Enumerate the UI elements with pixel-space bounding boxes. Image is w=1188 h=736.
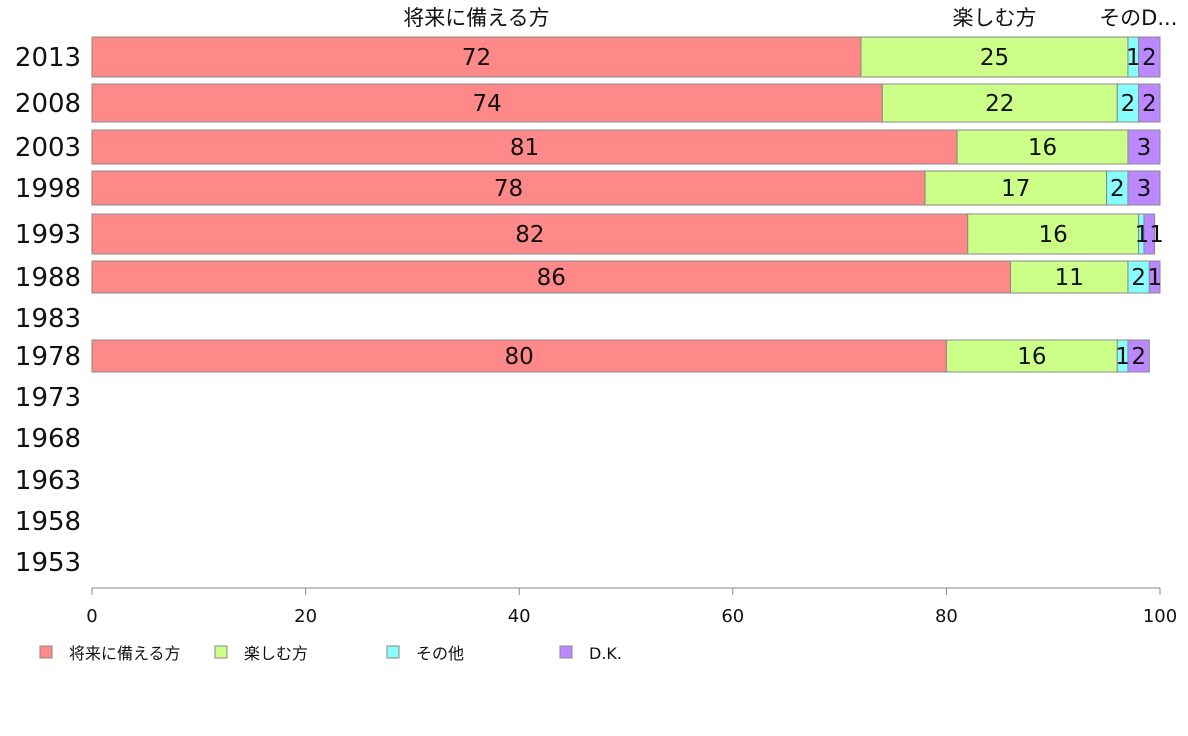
bar-1993-3: [1143, 213, 1156, 255]
bar-label-1998-2: 2: [1110, 176, 1125, 202]
bar-1998-3: [1127, 170, 1161, 206]
x-tick-label-40: 40: [508, 606, 531, 627]
category-label-1983: 1983: [15, 304, 81, 334]
bar-1978-3: [1127, 339, 1150, 373]
bar-label-2013-2: 1: [1126, 45, 1141, 71]
bar-1988-3: [1148, 260, 1161, 294]
legend-swatch-2: [386, 645, 400, 659]
x-tick-label-20: 20: [294, 606, 317, 627]
bar-2013-1: [860, 36, 1129, 78]
bar-2003-3: [1127, 129, 1161, 165]
legend-label-0: 将来に備える方: [69, 644, 181, 663]
bar-1993-0: [91, 213, 969, 255]
bar-label-1993-0: 82: [515, 222, 544, 248]
category-label-2003: 2003: [15, 133, 81, 163]
category-label-1963: 1963: [15, 466, 81, 496]
bar-label-2003-3: 3: [1137, 135, 1152, 161]
bar-label-2008-1: 22: [985, 91, 1014, 117]
bar-label-1993-3: 11: [1135, 222, 1164, 248]
x-tick-label-0: 0: [86, 606, 97, 627]
category-label-2008: 2008: [15, 89, 81, 119]
bar-label-1998-0: 78: [494, 176, 523, 202]
x-tick-label-80: 80: [935, 606, 958, 627]
legend: 将来に備える方 楽しむ方 その他 D.K.: [39, 644, 622, 663]
category-label-1993: 1993: [15, 220, 81, 250]
x-tick-label-60: 60: [721, 606, 744, 627]
x-tick-label-100: 100: [1143, 606, 1177, 627]
bar-1988-1: [1009, 260, 1129, 294]
category-label-1953: 1953: [15, 548, 81, 578]
bar-label-1978-3: 2: [1131, 344, 1146, 370]
bar-label-2008-0: 74: [473, 91, 502, 117]
bar-1998-0: [91, 170, 926, 206]
bar-1993-1: [967, 213, 1140, 255]
bar-label-1988-0: 86: [537, 265, 566, 291]
legend-label-3: D.K.: [589, 644, 622, 663]
x-axis: 0 20 40 60 80 100: [86, 587, 1177, 627]
bar-1988-0: [91, 260, 1011, 294]
bar-2013-0: [91, 36, 862, 78]
bar-2003-0: [91, 129, 958, 165]
top-label-2: そのD...: [1099, 6, 1177, 30]
bar-label-2013-1: 25: [980, 45, 1009, 71]
bar-label-2008-2: 2: [1121, 91, 1136, 117]
bar-label-1978-1: 16: [1017, 344, 1046, 370]
bar-label-1988-2: 2: [1131, 265, 1146, 291]
category-label-1968: 1968: [15, 424, 81, 454]
bar-label-1978-0: 80: [505, 344, 534, 370]
bar-label-2008-3: 2: [1142, 91, 1157, 117]
category-label-1973: 1973: [15, 383, 81, 413]
bar-label-2013-0: 72: [462, 45, 491, 71]
bar-label-1998-3: 3: [1137, 176, 1152, 202]
bar-label-1998-1: 17: [1001, 176, 1030, 202]
bar-label-1988-3: 1: [1147, 265, 1162, 291]
bar-label-2003-0: 81: [510, 135, 539, 161]
bar-label-1993-1: 16: [1039, 222, 1068, 248]
category-labels: 2013 2008 2003 1998 1993 1988 1983 1978 1973 1968…: [15, 43, 81, 578]
legend-swatch-0: [39, 645, 53, 659]
category-label-1988: 1988: [15, 263, 81, 293]
top-label-1: 楽しむ方: [952, 6, 1036, 30]
category-label-1958: 1958: [15, 507, 81, 537]
bar-2008-0: [91, 83, 883, 123]
bar-2008-3: [1138, 83, 1161, 123]
legend-label-2: その他: [416, 644, 464, 663]
legend-swatch-3: [559, 645, 573, 659]
bar-label-1988-1: 11: [1055, 265, 1084, 291]
category-label-1998: 1998: [15, 174, 81, 204]
bar-2013-3: [1138, 36, 1161, 78]
bar-label-2003-1: 16: [1028, 135, 1057, 161]
top-labels: 将来に備える方 楽しむ方 そのD...: [403, 6, 1177, 30]
bar-label-1978-2: 1: [1115, 344, 1130, 370]
bar-label-2013-3: 2: [1142, 45, 1157, 71]
category-label-1978: 1978: [15, 342, 81, 372]
legend-label-1: 楽しむ方: [244, 644, 308, 663]
bar-2003-1: [956, 129, 1129, 165]
legend-swatch-1: [214, 645, 228, 659]
category-label-2013: 2013: [15, 43, 81, 73]
top-label-0: 将来に備える方: [403, 6, 549, 30]
